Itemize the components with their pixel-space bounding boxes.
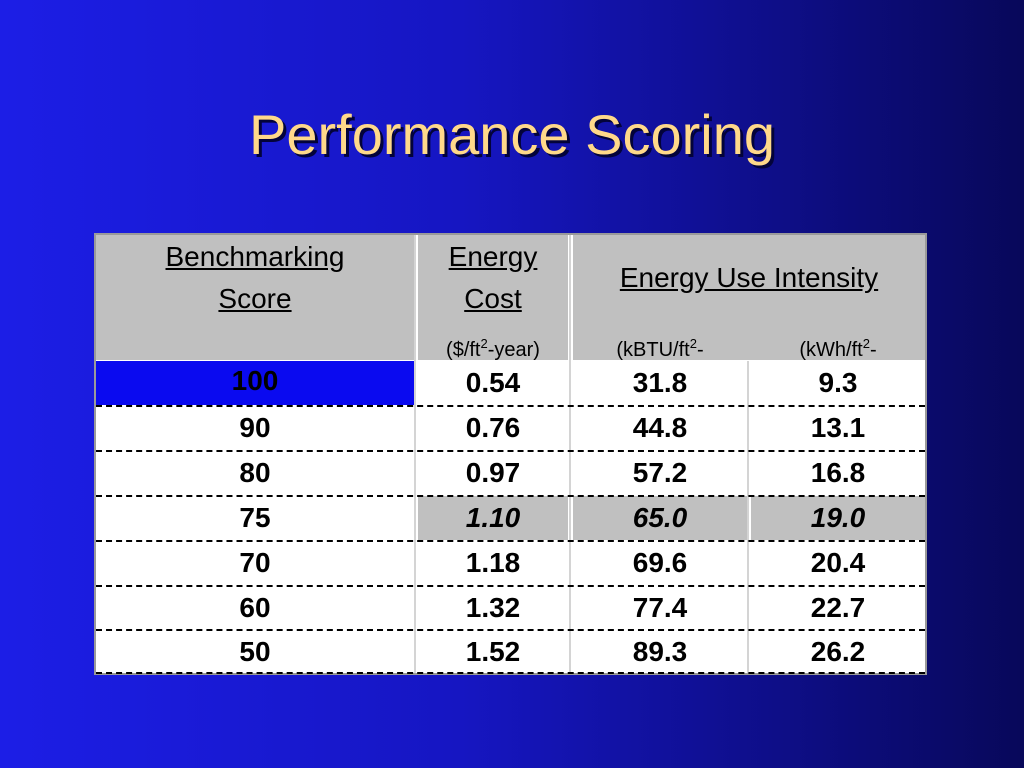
header-cost-bg: [418, 235, 568, 360]
score-cell: 60: [239, 592, 271, 623]
header-energy-cost-line2: Cost: [464, 283, 522, 314]
unit-kbtu-b: -: [696, 339, 704, 361]
unit-cost-a: ($/ft: [446, 339, 481, 361]
score-cell: 75: [239, 502, 271, 533]
kbtu-cell: 57.2: [632, 457, 688, 488]
kbtu-cell: 65.0: [573, 496, 747, 540]
score-cell: 90: [239, 412, 271, 443]
table-row: 90 0.76 44.8 13.1: [96, 406, 925, 450]
cost-cell: 1.18: [465, 547, 521, 578]
cost-cell: 1.32: [465, 592, 521, 623]
table-row: 60 1.32 77.4 22.7: [96, 586, 925, 630]
row-divider: [96, 450, 925, 452]
kwh-cell: 13.1: [810, 412, 866, 443]
header-score-bg: [96, 235, 414, 360]
unit-kbtu: (kBTU/ft2-: [573, 332, 747, 362]
unit-kwh-sup: 2: [862, 336, 870, 351]
unit-cost: ($/ft2-year): [418, 332, 568, 362]
performance-table: Benchmarking Score Energy Cost Energy Us…: [94, 233, 927, 675]
table-row: 100 0.54 31.8 9.3: [96, 361, 925, 405]
cost-cell: 1.52: [465, 636, 521, 667]
unit-kbtu-a: (kBTU/ft: [616, 339, 690, 361]
row-divider: [96, 495, 925, 497]
kwh-cell: 19.0: [751, 496, 925, 540]
kwh-cell: 26.2: [810, 636, 866, 667]
column-divider: [414, 235, 416, 673]
unit-kbtu-sup: 2: [689, 336, 697, 351]
cost-cell: 0.54: [465, 367, 521, 398]
slide-title: Performance Scoring: [248, 103, 775, 166]
row-divider: [96, 585, 925, 587]
row-divider: [96, 540, 925, 542]
kwh-cell: 20.4: [810, 547, 866, 578]
row-divider: [96, 629, 925, 631]
header-benchmarking-score: Benchmarking Score: [96, 236, 414, 320]
cost-cell: 0.97: [465, 457, 521, 488]
unit-kwh-a: (kWh/ft: [799, 339, 863, 361]
score-cell: 100: [96, 361, 414, 405]
cost-cell: 1.10: [418, 496, 568, 540]
table-row: 80 0.97 57.2 16.8: [96, 451, 925, 495]
unit-kwh: (kWh/ft2-: [751, 332, 925, 362]
unit-cost-b: -year): [487, 339, 540, 361]
table-row: 50 1.52 89.3 26.2: [96, 630, 925, 674]
table-row: 70 1.18 69.6 20.4: [96, 541, 925, 585]
cost-cell: 0.76: [465, 412, 521, 443]
header-energy-cost-line1: Energy: [448, 241, 538, 272]
kwh-cell: 9.3: [818, 367, 858, 398]
score-cell: 70: [239, 547, 271, 578]
header-energy-use-intensity: Energy Use Intensity: [619, 262, 879, 293]
unit-cost-sup: 2: [480, 336, 488, 351]
header-benchmarking-line2: Score: [218, 283, 292, 314]
column-divider: [569, 235, 571, 673]
kwh-cell: 22.7: [810, 592, 866, 623]
kwh-cell: 16.8: [810, 457, 866, 488]
score-cell: 80: [239, 457, 271, 488]
column-divider: [747, 361, 749, 673]
kbtu-cell: 44.8: [632, 412, 688, 443]
unit-kwh-b: -: [869, 339, 877, 361]
kbtu-cell: 31.8: [632, 367, 688, 398]
header-benchmarking-line1: Benchmarking: [165, 241, 345, 272]
kbtu-cell: 89.3: [632, 636, 688, 667]
row-divider: [96, 672, 925, 674]
kbtu-cell: 77.4: [632, 592, 688, 623]
header-energy-cost: Energy Cost: [418, 236, 568, 320]
table-row-highlighted: 75 1.10 65.0 19.0: [96, 496, 925, 540]
header-eui-bg: [573, 235, 925, 360]
score-cell: 50: [239, 636, 271, 667]
kbtu-cell: 69.6: [632, 547, 688, 578]
row-divider: [96, 405, 925, 407]
